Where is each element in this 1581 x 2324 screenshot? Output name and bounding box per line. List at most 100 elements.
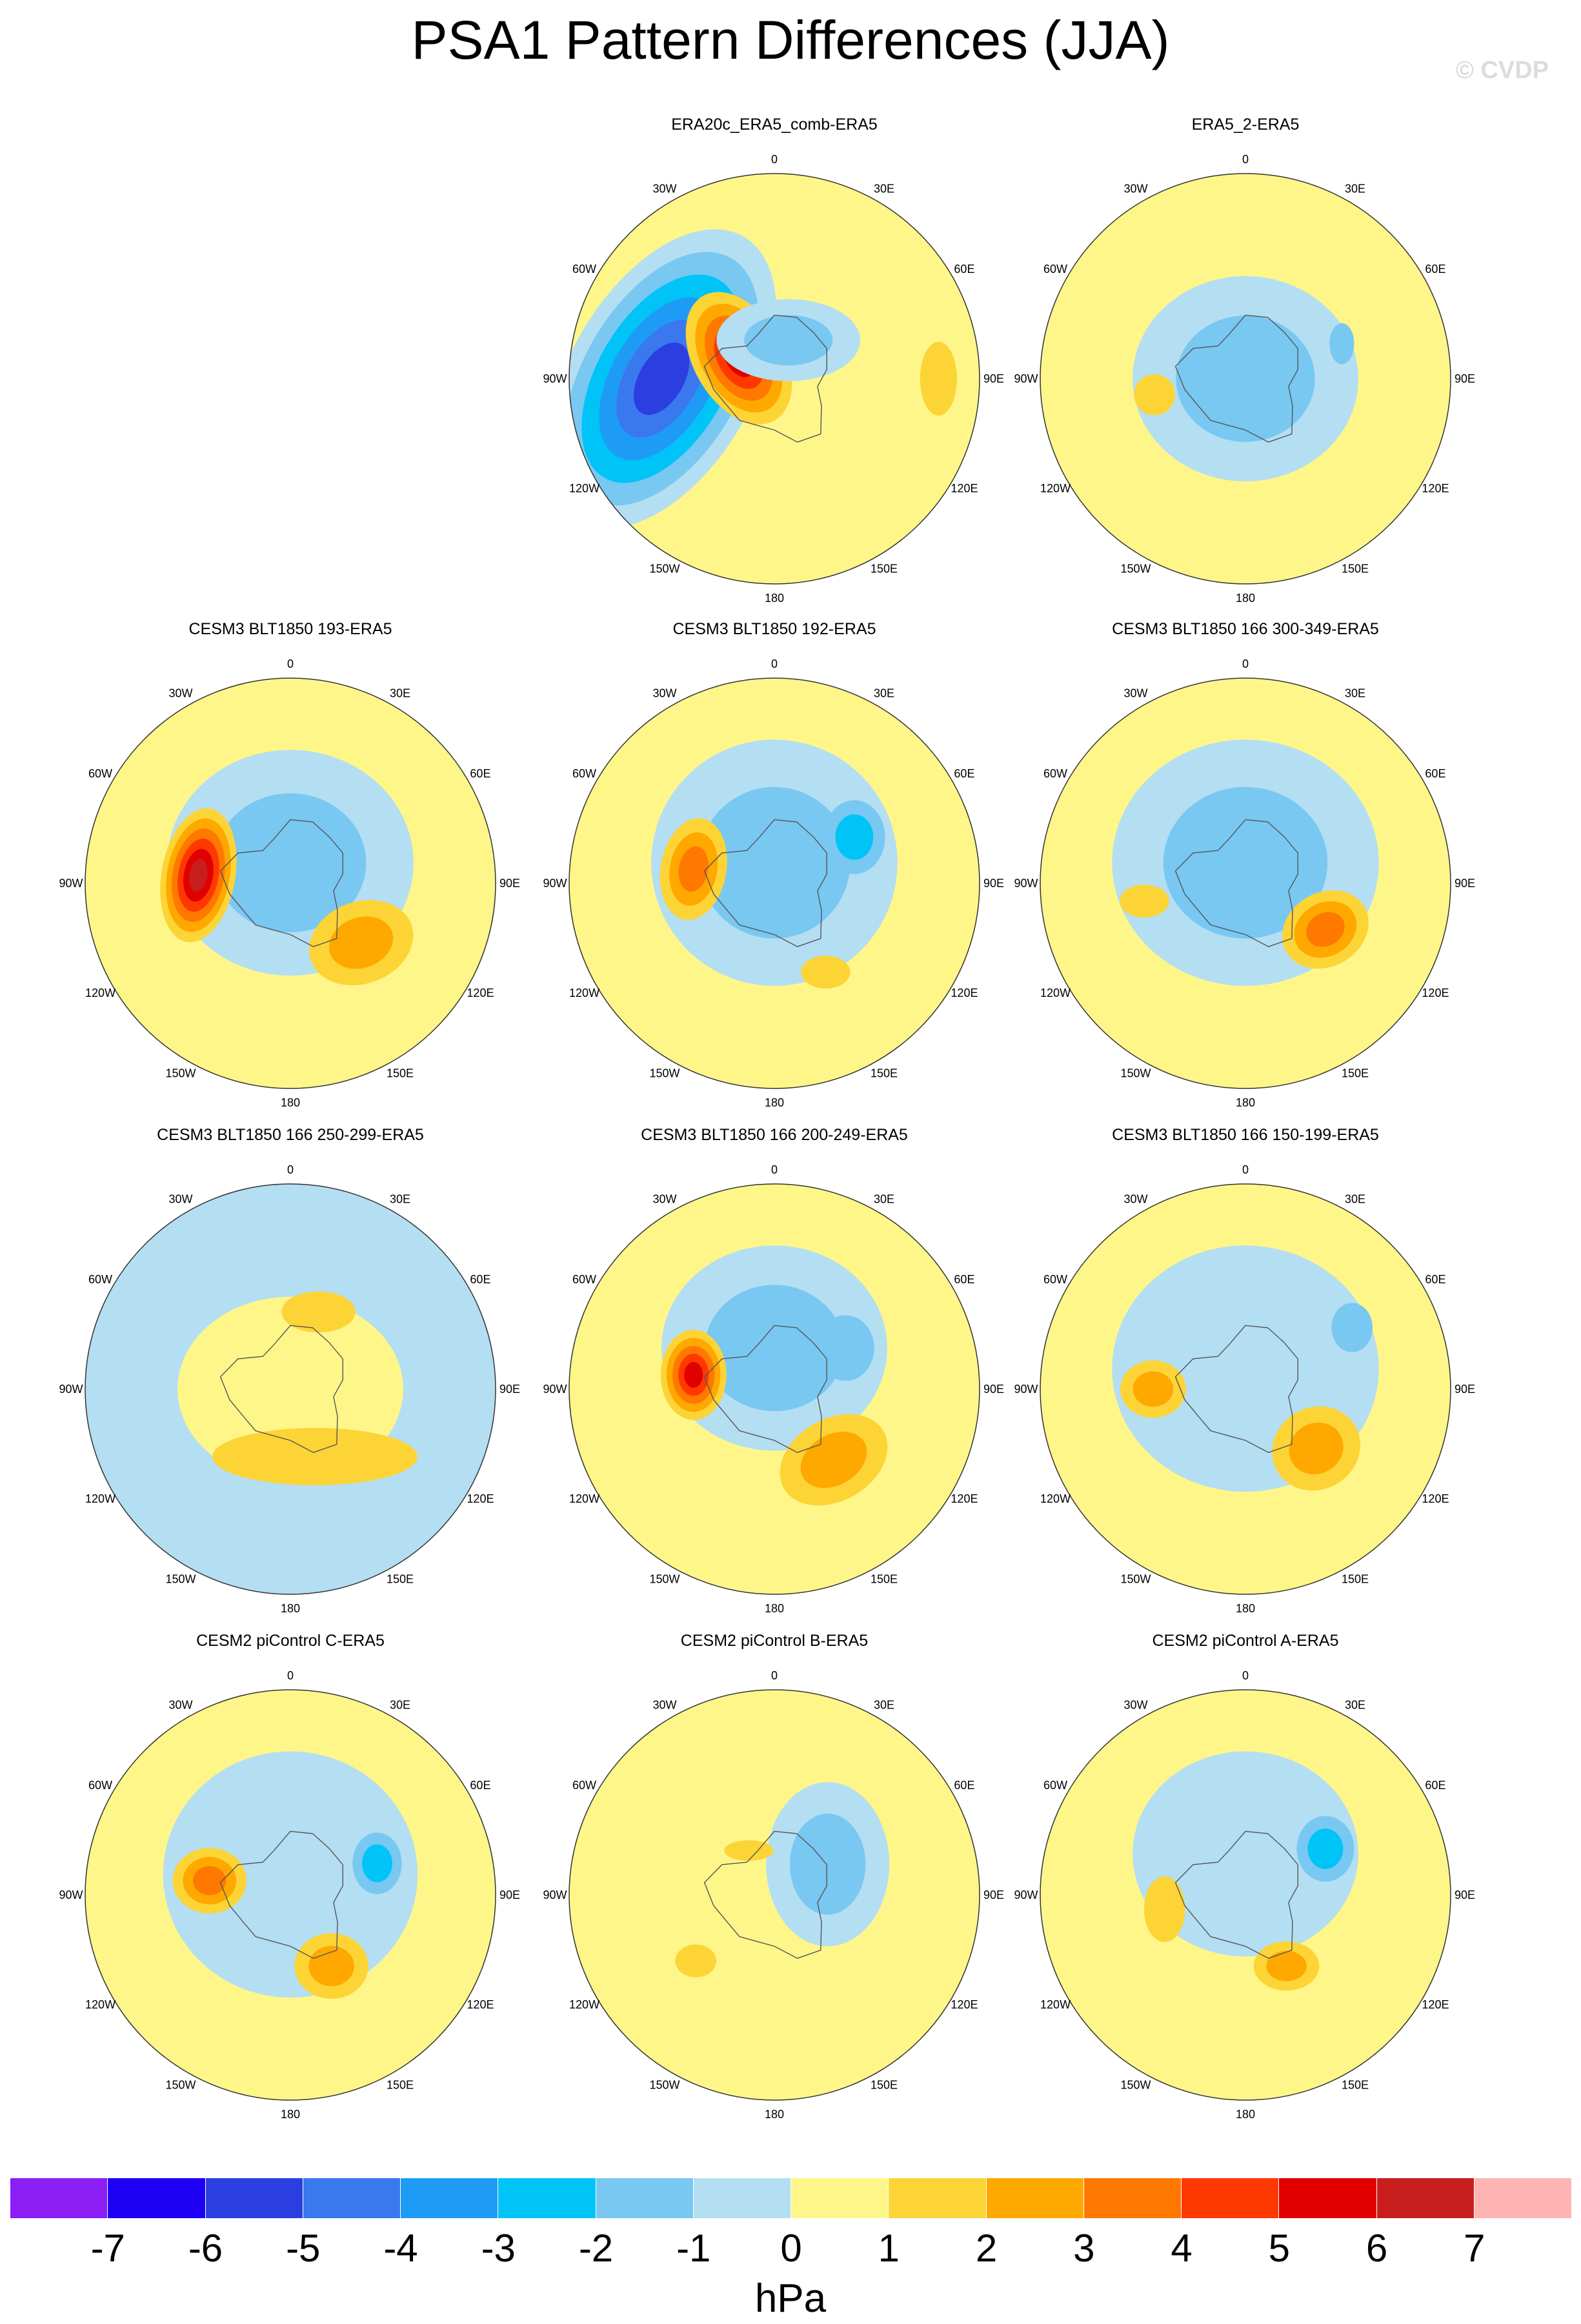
longitude-label: 150W: [1120, 1067, 1151, 1079]
map-border: [1040, 1183, 1451, 1595]
polar-map: 0 30E 60E 90E 120E 150E 180 150W 120W 90W 60W 30W: [1014, 1669, 1475, 2121]
longitude-label: 120W: [1040, 987, 1071, 999]
contour-level: [1134, 374, 1175, 416]
colorbar-box: [791, 2178, 889, 2218]
map-border: [1040, 677, 1451, 1089]
longitude-label: 30E: [874, 183, 894, 195]
longitude-label: 90E: [1455, 877, 1475, 890]
longitude-label: 90W: [1014, 1888, 1038, 1901]
longitude-label: 120W: [1040, 482, 1071, 495]
longitude-label: 60W: [572, 767, 596, 780]
contour-level: [1163, 786, 1328, 939]
panel-title: CESM3 BLT1850 166 150-199-ERA5: [1112, 1126, 1379, 1144]
colorbar-box: [401, 2178, 499, 2218]
contour-level: [1329, 323, 1354, 365]
longitude-label: 90W: [543, 1383, 567, 1396]
contour-level: [675, 1944, 716, 1978]
polar-map: 0 30E 60E 90E 120E 150E 180 150W 120W 90W 60W 30W: [543, 1163, 1004, 1615]
colorbar-box: [596, 2178, 694, 2218]
colorbar-tick-label: -7: [90, 2227, 125, 2270]
coastline: [1174, 1325, 1299, 1453]
longitude-label: 90E: [499, 877, 520, 890]
longitude-label: 180: [765, 592, 784, 605]
credit-watermark: © CVDP: [1455, 57, 1549, 84]
map-border: [1040, 1689, 1451, 2101]
longitude-label: 120E: [467, 987, 494, 999]
longitude-label: 150W: [649, 1067, 680, 1079]
longitude-label: 150E: [871, 562, 898, 575]
longitude-label: 30W: [1123, 183, 1147, 195]
polar-map: 0 30E 60E 90E 120E 150E 180 150W 120W 90W 60W 30W: [543, 153, 1004, 605]
longitude-label: 120E: [1422, 1998, 1449, 2011]
map-panel: CESM3 BLT1850 166 150-199-ERA5 0 30E 60E 90E…: [1007, 1125, 1484, 1635]
longitude-label: 0: [771, 1669, 778, 1682]
longitude-label: 30W: [652, 687, 676, 700]
polar-map: 0 30E 60E 90E 120E 150E 180 150W 120W 90W 60W 30W: [1014, 657, 1475, 1109]
contour-level: [634, 342, 690, 416]
longitude-label: 30W: [168, 1699, 192, 1712]
longitude-label: 120E: [467, 1492, 494, 1505]
contour-level: [816, 1315, 874, 1381]
coastline: [1174, 314, 1299, 443]
longitude-label: 120E: [951, 1492, 978, 1505]
longitude-label: 90W: [1014, 1383, 1038, 1396]
map-border: [85, 677, 496, 1089]
coastline: [703, 1325, 828, 1453]
longitude-label: 30E: [390, 1193, 410, 1206]
longitude-label: 0: [771, 657, 778, 670]
colorbar-tick-label: -5: [286, 2227, 321, 2270]
longitude-label: 60E: [954, 1273, 974, 1286]
longitude-label: 30E: [874, 687, 894, 700]
longitude-label: 180: [765, 1602, 784, 1615]
longitude-label: 60E: [1425, 767, 1445, 780]
longitude-label: 90W: [1014, 877, 1038, 890]
longitude-label: 30E: [1345, 1193, 1365, 1206]
panel-title: CESM2 piControl B-ERA5: [680, 1632, 869, 1650]
longitude-label: 180: [281, 2108, 300, 2121]
longitude-label: 120W: [569, 987, 599, 999]
longitude-label: 0: [287, 1669, 294, 1682]
longitude-label: 90W: [1014, 372, 1038, 385]
longitude-label: 30E: [874, 1699, 894, 1712]
polar-map: 0 30E 60E 90E 120E 150E 180 150W 120W 90W 60W 30W: [59, 1669, 520, 2121]
longitude-label: 150W: [165, 1572, 196, 1585]
longitude-label: 60E: [470, 1779, 490, 1792]
longitude-label: 120W: [85, 1492, 116, 1505]
longitude-label: 150E: [387, 2078, 414, 2091]
coastline: [219, 1325, 344, 1453]
colorbar-box: [1474, 2178, 1572, 2218]
contour-level: [801, 956, 851, 989]
longitude-label: 30E: [1345, 183, 1365, 195]
longitude-label: 180: [281, 1096, 300, 1109]
colorbar-box: [986, 2178, 1084, 2218]
longitude-label: 120E: [951, 482, 978, 495]
longitude-label: 90W: [543, 877, 567, 890]
longitude-label: 30W: [652, 183, 676, 195]
longitude-label: 30E: [874, 1193, 894, 1206]
map-border: [569, 1689, 980, 2101]
map-border: [85, 1689, 496, 2101]
contour-level: [1306, 912, 1345, 947]
colorbar-tick-label: -6: [188, 2227, 223, 2270]
longitude-label: 60W: [1043, 1779, 1067, 1792]
longitude-label: 0: [1242, 1163, 1249, 1176]
longitude-label: 90W: [59, 1383, 83, 1396]
longitude-label: 0: [287, 657, 294, 670]
colorbar-box: [205, 2178, 303, 2218]
map-panel: CESM3 BLT1850 166 200-249-ERA5 0 30E 60E 90E…: [536, 1125, 1013, 1635]
colorbar-box: [10, 2178, 108, 2218]
longitude-label: 30W: [1123, 1699, 1147, 1712]
contour-level: [789, 1814, 866, 1915]
longitude-label: 180: [1236, 1096, 1255, 1109]
longitude-label: 150E: [871, 1572, 898, 1585]
polar-map: 0 30E 60E 90E 120E 150E 180 150W 120W 90W 60W 30W: [1014, 1163, 1475, 1615]
figure-title: PSA1 Pattern Differences (JJA): [411, 10, 1170, 70]
longitude-label: 90E: [983, 372, 1004, 385]
longitude-label: 120E: [1422, 482, 1449, 495]
longitude-label: 120W: [569, 1492, 599, 1505]
longitude-label: 150W: [649, 562, 680, 575]
longitude-label: 0: [1242, 153, 1249, 166]
longitude-label: 150E: [1342, 562, 1369, 575]
panel-title: CESM2 piControl C-ERA5: [196, 1632, 385, 1650]
coastline: [703, 1830, 828, 1959]
